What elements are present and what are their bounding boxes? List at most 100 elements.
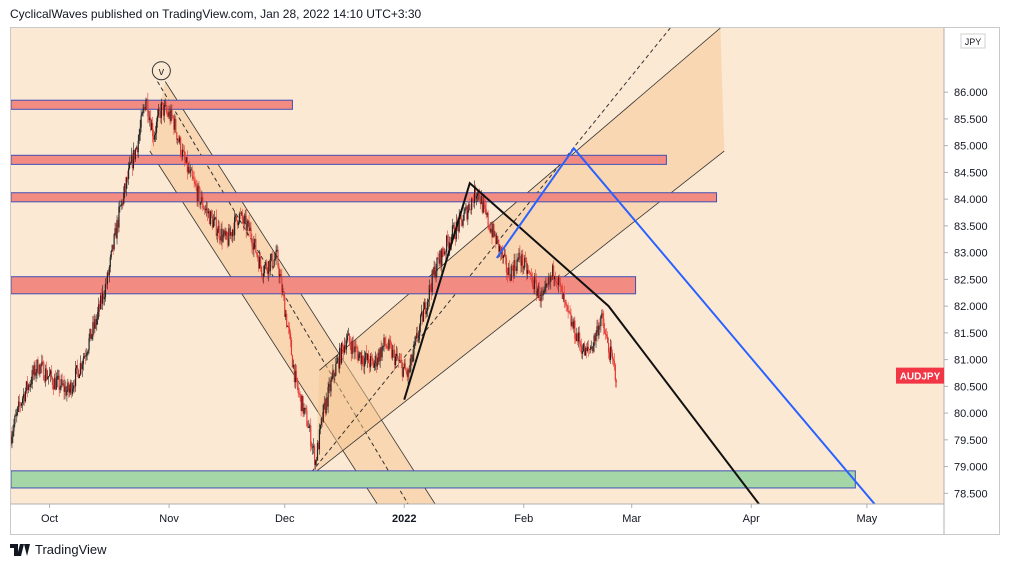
candle-up [482,200,484,213]
candle-up [330,380,332,392]
candle-down [266,268,268,274]
candle-down [239,213,241,215]
candle-down [251,238,253,247]
candle-up [275,250,277,260]
candle-up [259,256,261,269]
candle-down [512,268,514,276]
candle-up [480,196,482,204]
candle-up [536,291,538,296]
candle-up [72,388,74,394]
candle-down [605,334,607,335]
candle-down [208,211,211,225]
candle-down [559,282,561,286]
candle-down [408,369,410,373]
candle-up [394,356,397,366]
candle-up [592,345,594,352]
candle-up [123,192,125,204]
candle-down [202,197,204,208]
candle-down [399,360,401,361]
candle-down [487,213,489,226]
candle-up [113,234,115,250]
candle-up [494,234,496,236]
footer-brand[interactable]: TradingView [10,542,107,557]
candle-down [286,313,288,327]
x-tick-label: Apr [743,513,760,525]
candle-down [614,364,616,381]
wave-projection-line [403,181,760,504]
candle-down [588,348,590,350]
candle-up [496,236,498,245]
candle-down [514,260,516,268]
candle-up [285,313,287,317]
symbol-label: AUDJPY [900,372,941,383]
candle-up [246,223,248,231]
candle-up [465,206,467,210]
candle-down [172,116,174,118]
candle-down [491,228,493,237]
candle-down [527,270,530,272]
candle-down [250,227,252,239]
candle-down [306,410,308,427]
candle-up [232,229,234,237]
candle-down [353,346,355,353]
candle-down [284,296,286,317]
candle-down [519,252,521,260]
candle-down [329,383,331,392]
candle-up [578,332,580,342]
candle-up [359,352,361,355]
candle-down [368,363,371,368]
candle-down [169,111,171,121]
candle-up [263,265,266,274]
candles-layer [11,92,617,470]
candle-up [422,309,425,322]
candle-up [521,254,523,266]
candle-down [461,219,463,226]
candle-up [190,169,192,171]
candle-up [225,231,227,236]
candle-up [269,259,271,272]
candle-up [24,390,27,402]
candle-down [99,304,101,310]
candle-down [520,259,522,266]
candle-down [34,364,36,376]
candle-down [171,108,173,117]
candle-up [222,234,224,242]
candle-down [42,361,44,363]
candle-down [579,332,581,344]
support-zone [11,470,856,489]
candle-down [221,228,223,242]
candle-down [411,354,413,362]
candle-down [162,102,164,116]
candle-down [235,215,238,221]
candle-down [11,434,12,444]
candle-down [258,258,260,269]
candle-down [233,229,235,236]
candle-up [395,353,398,357]
candle-up [464,209,466,213]
candle-up [160,102,162,118]
candle-up [59,387,61,390]
candle-up [586,346,588,351]
candle-up [244,215,246,217]
candle-up [36,359,38,373]
candle-down [574,320,576,339]
candle-up [53,377,55,390]
candle-up [212,220,215,228]
candle-down [438,259,440,264]
candle-up [13,424,15,432]
candle-up [116,220,118,239]
candle-down [532,286,535,290]
candle-down [288,327,291,333]
candle-up [552,265,554,277]
candle-down [611,352,614,359]
candle-up [369,356,372,368]
candle-up [463,212,465,221]
candle-down [125,183,127,189]
x-tick-label: Dec [275,513,295,525]
candle-down [257,254,259,259]
candle-up [135,147,137,150]
candle-down [404,363,406,370]
y-tick-label: 86.000 [954,87,988,99]
candle-down [447,241,450,249]
